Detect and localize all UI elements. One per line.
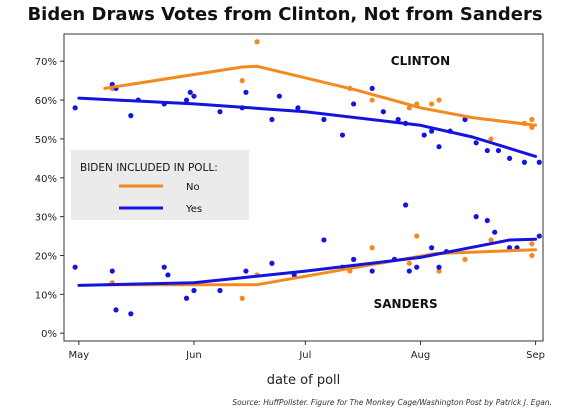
clinton-yes-point bbox=[269, 116, 275, 123]
plot-frame bbox=[63, 33, 544, 342]
clinton-no-point bbox=[239, 78, 245, 84]
y-tick-label: 40% bbox=[35, 174, 57, 185]
sanders-no-trend-line bbox=[103, 248, 538, 287]
y-tick-label: 0% bbox=[41, 329, 57, 340]
sanders-yes-point bbox=[406, 268, 412, 274]
clinton-yes-point bbox=[321, 116, 327, 123]
y-tick-label: 30% bbox=[35, 213, 57, 224]
sanders-no-point bbox=[406, 260, 412, 266]
sanders-yes-point bbox=[492, 229, 498, 235]
clinton-yes-point bbox=[183, 97, 190, 103]
sanders-yes-point bbox=[536, 233, 542, 239]
clinton-no-trend-line bbox=[103, 64, 538, 127]
sanders-no-point bbox=[462, 256, 468, 262]
sanders-yes-point bbox=[369, 268, 375, 274]
sanders-yes-trend-line bbox=[77, 237, 538, 287]
sanders-yes-point bbox=[484, 217, 490, 224]
sanders-yes-point bbox=[217, 287, 223, 294]
sanders-yes-point bbox=[72, 264, 78, 270]
sanders-no-point bbox=[488, 237, 494, 243]
sanders-no-point bbox=[414, 233, 420, 239]
x-tick-label: Aug bbox=[411, 350, 431, 361]
chart-title: Biden Draws Votes from Clinton, Not from… bbox=[27, 4, 543, 25]
legend-label-no: No bbox=[186, 182, 200, 193]
sanders-no-point bbox=[239, 295, 245, 301]
sanders-yes-point bbox=[128, 311, 134, 317]
y-tick-label: 20% bbox=[35, 252, 57, 263]
x-tick-label: Sep bbox=[526, 350, 545, 361]
clinton-yes-point bbox=[462, 116, 468, 123]
y-tick-label: 50% bbox=[35, 135, 57, 146]
clinton-no-point bbox=[369, 97, 375, 103]
clinton-yes-point bbox=[339, 132, 346, 138]
x-tick-label: May bbox=[69, 350, 90, 361]
sanders-yes-point bbox=[429, 245, 435, 251]
sanders-yes-point bbox=[436, 264, 442, 270]
sanders-yes-point bbox=[351, 256, 357, 262]
clinton-no-point bbox=[488, 136, 494, 142]
clinton-yes-trend-line bbox=[77, 96, 538, 158]
x-axis-label: date of poll bbox=[267, 373, 341, 388]
clinton-yes-point bbox=[351, 101, 357, 107]
legend-label-yes: Yes bbox=[185, 204, 202, 215]
clinton-yes-point bbox=[495, 147, 502, 154]
clinton-yes-point bbox=[521, 159, 528, 165]
clinton-yes-point bbox=[429, 128, 435, 134]
sanders-yes-point bbox=[403, 202, 409, 208]
clinton-yes-point bbox=[72, 105, 78, 111]
y-tick-label: 60% bbox=[35, 96, 57, 107]
clinton-yes-point bbox=[128, 113, 134, 119]
sanders-yes-point bbox=[183, 295, 190, 301]
source-note: Source: HuffPollster. Figure for The Mon… bbox=[232, 398, 552, 407]
clinton-yes-point bbox=[506, 155, 513, 161]
clinton-yes-point bbox=[421, 132, 427, 138]
sanders-yes-point bbox=[161, 264, 167, 270]
legend-title: BIDEN INCLUDED IN POLL: bbox=[80, 162, 218, 174]
sanders-yes-point bbox=[191, 287, 197, 294]
clinton-no-point bbox=[436, 97, 442, 103]
sanders-yes-point bbox=[113, 307, 119, 313]
sanders-yes-point bbox=[414, 264, 420, 270]
clinton-yes-point bbox=[369, 85, 375, 92]
sanders-no-point bbox=[369, 245, 375, 251]
clinton-yes-point bbox=[187, 89, 193, 95]
y-tick-label: 10% bbox=[35, 290, 57, 301]
sanders-yes-point bbox=[321, 237, 327, 243]
clinton-yes-point bbox=[473, 140, 479, 146]
annotation-clinton: CLINTON bbox=[391, 54, 450, 68]
x-tick-label: Jun bbox=[185, 350, 202, 361]
clinton-yes-point bbox=[243, 89, 249, 95]
clinton-no-point bbox=[429, 101, 435, 107]
clinton-no-point bbox=[529, 116, 535, 123]
sanders-no-point bbox=[529, 252, 535, 259]
clinton-yes-point bbox=[191, 93, 197, 99]
y-tick-label: 70% bbox=[35, 57, 57, 68]
clinton-yes-point bbox=[295, 105, 301, 111]
sanders-no-point bbox=[436, 268, 442, 274]
sanders-yes-point bbox=[269, 260, 275, 266]
sanders-yes-point bbox=[506, 245, 513, 251]
clinton-yes-point bbox=[380, 109, 386, 115]
clinton-yes-point bbox=[217, 109, 223, 115]
sanders-yes-point bbox=[109, 268, 115, 274]
sanders-yes-point bbox=[473, 214, 479, 220]
sanders-no-point bbox=[529, 241, 535, 247]
clinton-no-point bbox=[254, 39, 260, 45]
sanders-yes-point bbox=[243, 268, 249, 274]
annotation-sanders: SANDERS bbox=[374, 297, 438, 311]
clinton-yes-point bbox=[536, 159, 542, 165]
clinton-yes-point bbox=[436, 144, 442, 150]
x-tick-label: Jul bbox=[298, 350, 311, 361]
sanders-yes-point bbox=[165, 272, 171, 278]
clinton-yes-point bbox=[276, 93, 282, 99]
clinton-yes-point bbox=[484, 147, 490, 154]
clinton-yes-point bbox=[395, 116, 401, 123]
